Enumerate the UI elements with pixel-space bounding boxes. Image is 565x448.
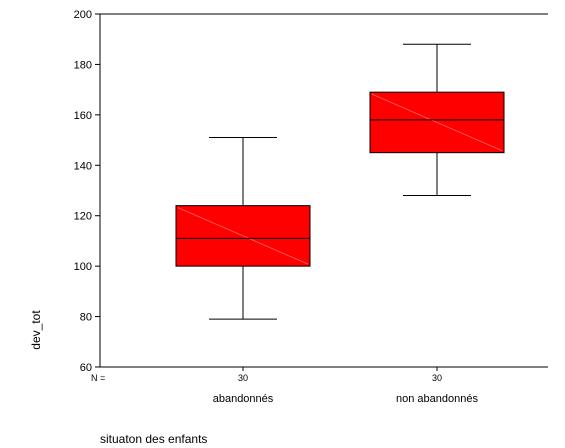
y-tick-label: 160 xyxy=(74,110,92,122)
category-label: abandonnés xyxy=(213,393,274,405)
y-tick-label: 180 xyxy=(74,59,92,71)
n-count: 30 xyxy=(432,373,442,383)
box-2 xyxy=(369,43,505,197)
y-tick-label: 140 xyxy=(74,160,92,172)
y-tick-label: 80 xyxy=(80,312,92,324)
boxes xyxy=(175,43,505,320)
y-tick-label: 100 xyxy=(74,261,92,273)
x-labels: 30 abandonnés 30 non abandonnés xyxy=(213,367,478,405)
n-label: N = xyxy=(91,373,105,383)
n-count: 30 xyxy=(238,373,248,383)
y-tick-label: 120 xyxy=(74,211,92,223)
y-ticks: 60 80 100 120 140 160 180 200 xyxy=(74,9,100,374)
box-diagonal xyxy=(371,93,503,152)
y-tick-label: 60 xyxy=(80,362,92,374)
y-tick-label: 200 xyxy=(74,9,92,21)
category-label: non abandonnés xyxy=(396,393,478,405)
box-diagonal xyxy=(177,207,309,265)
y-axis-label: dev_tot xyxy=(29,310,43,350)
axes xyxy=(99,13,548,368)
box-1 xyxy=(175,137,311,320)
x-axis-label: situaton des enfants xyxy=(100,432,207,446)
